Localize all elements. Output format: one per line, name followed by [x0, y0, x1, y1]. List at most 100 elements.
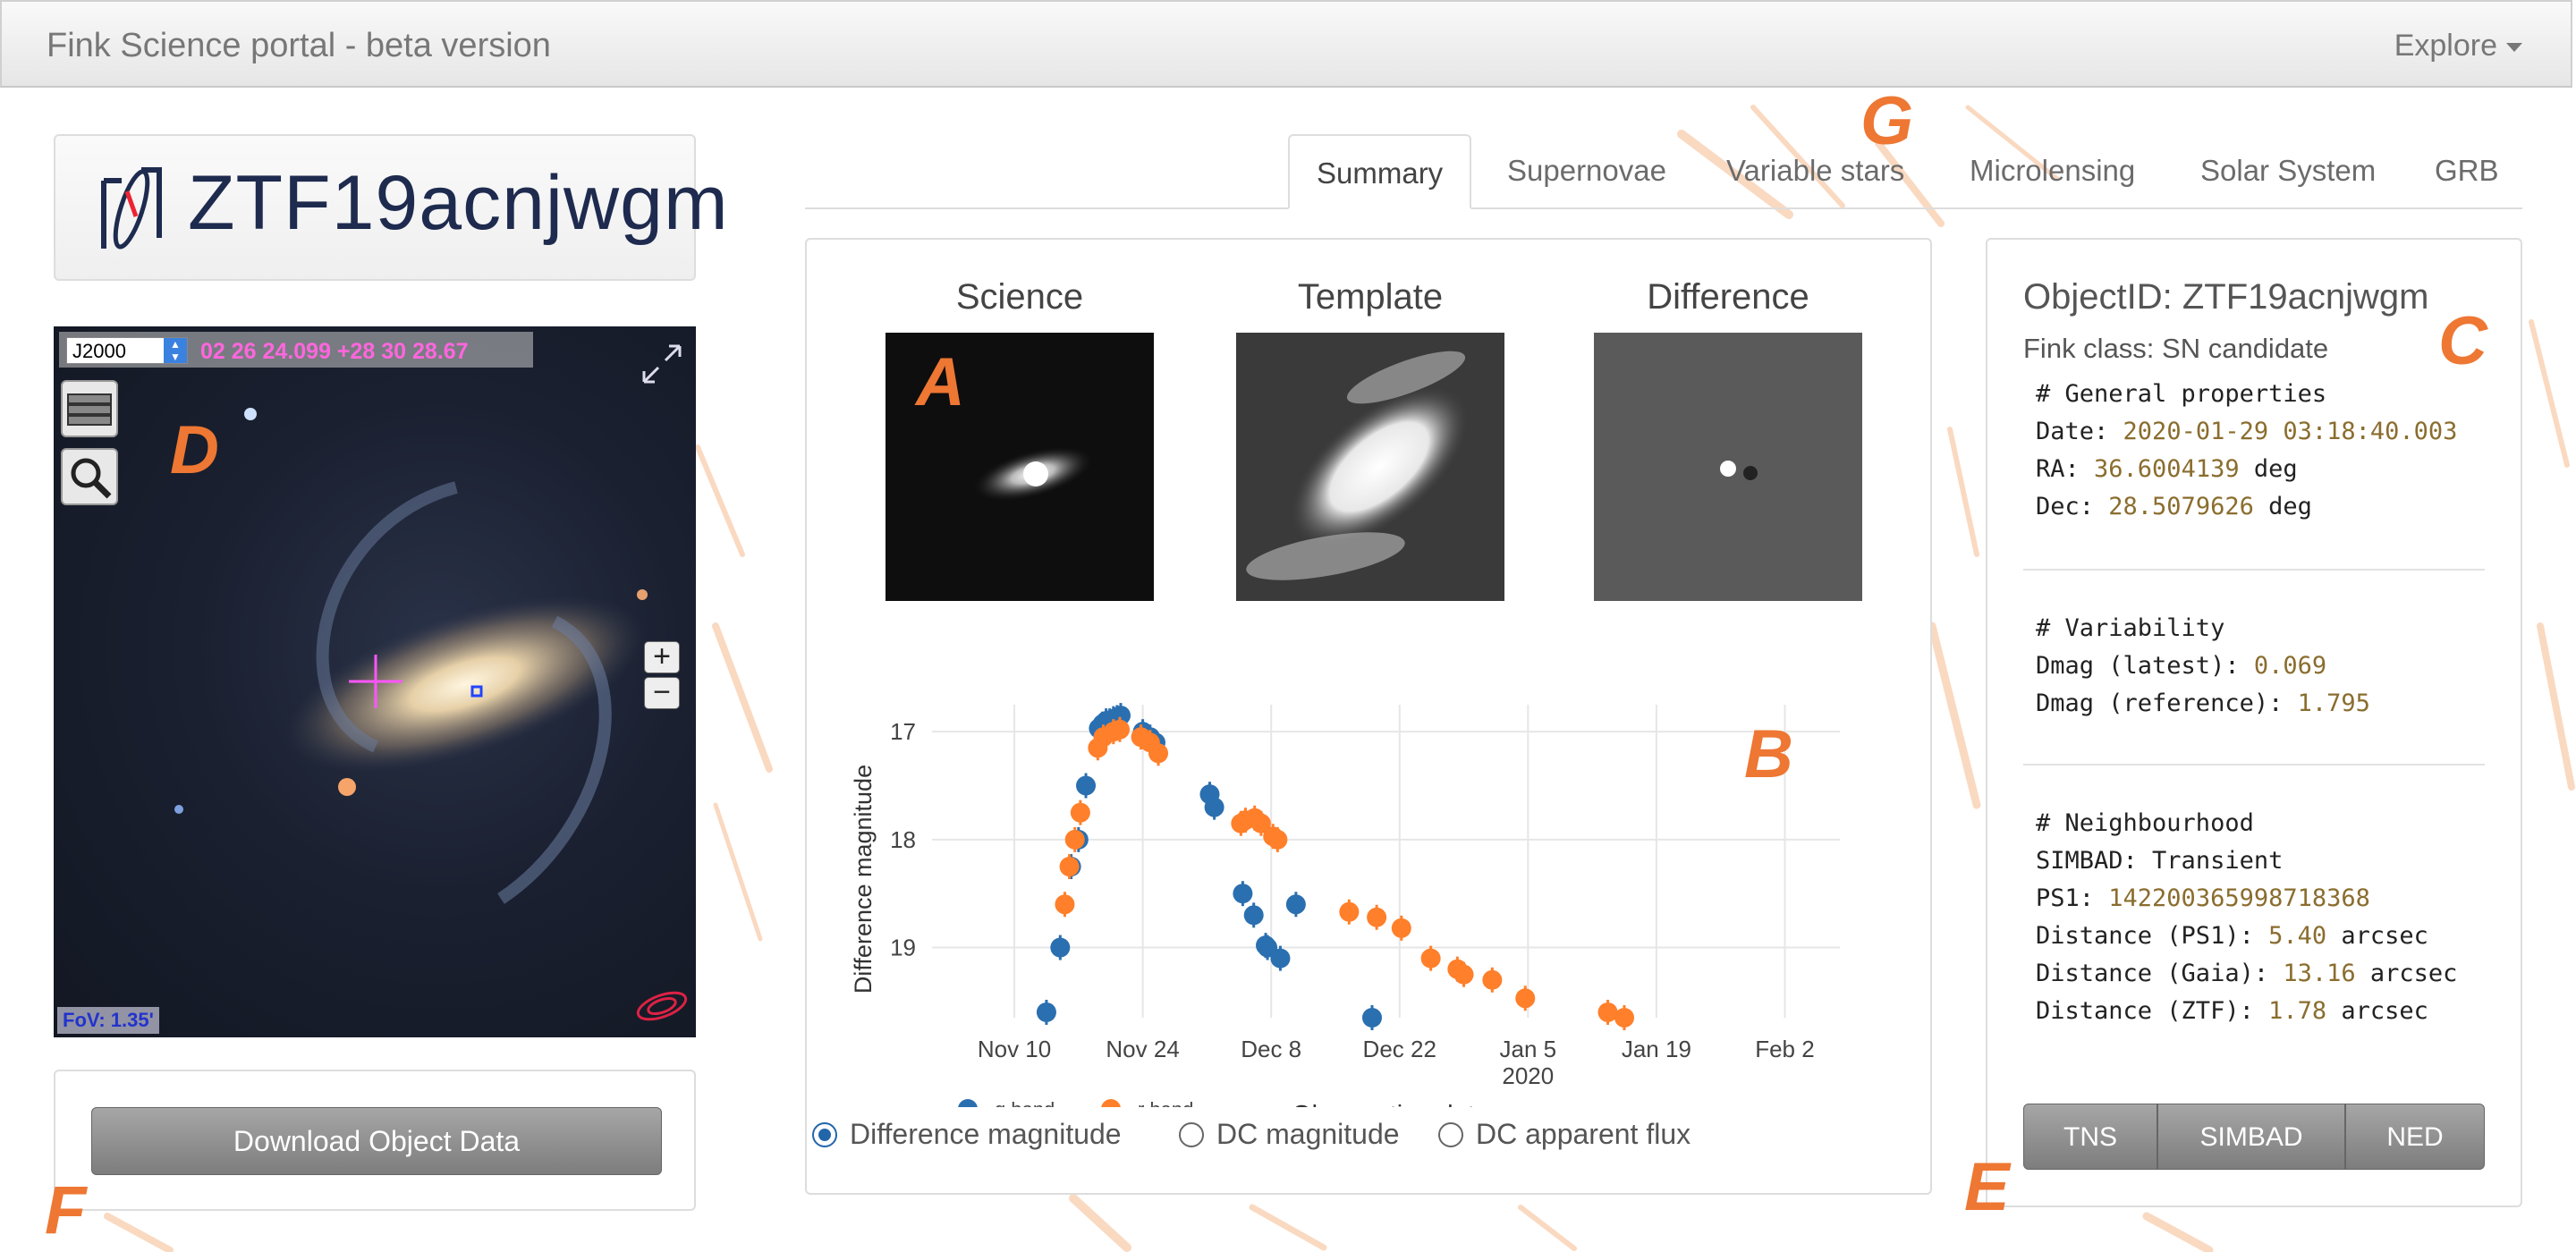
simbad-row: SIMBAD: Transient: [2036, 842, 2457, 880]
r-band-point: [1148, 743, 1169, 764]
distance-gaia-unit: arcsec: [2355, 960, 2458, 987]
tab-summary[interactable]: Summary: [1288, 134, 1472, 209]
x-axis-label: Observation date: [1292, 1101, 1489, 1107]
y-tick-label: 19: [890, 935, 916, 961]
ps1-key: PS1:: [2036, 884, 2109, 912]
object-id: ObjectID: ZTF19acnjwgm: [2023, 277, 2429, 317]
y-tick-label: 18: [890, 826, 916, 853]
brand-title[interactable]: Fink Science portal - beta version: [47, 27, 551, 64]
radio-dc-apparent-flux[interactable]: DC apparent flux: [1438, 1118, 1690, 1159]
tab-variable-stars[interactable]: Variable stars: [1726, 154, 1905, 187]
x-tick-label: Jan 19: [1622, 1036, 1691, 1062]
section-comment: # Neighbourhood: [2036, 809, 2254, 837]
external-links-button-group: TNS SIMBAD NED: [2023, 1104, 2485, 1170]
dmag-reference-row: Dmag (reference): 1.795: [2036, 685, 2370, 723]
r-band-point: [1367, 907, 1387, 927]
distance-ztf-key: Distance (ZTF):: [2036, 997, 2269, 1025]
science-label: Science: [955, 277, 1084, 317]
radio-difference-magnitude[interactable]: Difference magnitude: [812, 1118, 1122, 1159]
simbad-button[interactable]: SIMBAD: [2157, 1104, 2345, 1170]
g-band-point: [1036, 1002, 1056, 1022]
template-label: Template: [1297, 277, 1444, 317]
ps1-row: PS1: 142200365998718368: [2036, 880, 2457, 918]
simbad-key: SIMBAD:: [2036, 847, 2153, 875]
divider: [2023, 569, 2485, 571]
zoom-out-button[interactable]: −: [644, 677, 680, 709]
caret-down-icon: [2506, 43, 2522, 53]
radio-unchecked-icon: [1438, 1122, 1463, 1147]
r-band-point: [1515, 988, 1536, 1009]
date-row: Date: 2020-01-29 03:18:40.003: [2036, 413, 2457, 451]
tab-supernovae[interactable]: Supernovae: [1507, 154, 1666, 187]
y-tick-label: 17: [890, 718, 916, 745]
galaxy-image: [174, 408, 688, 1021]
r-band-point: [1267, 829, 1288, 850]
search-button[interactable]: [61, 448, 118, 505]
r-band-point: [1070, 802, 1090, 823]
x-tick-label: Dec 22: [1363, 1036, 1436, 1062]
ra-row: RA: 36.6004139 deg: [2036, 451, 2457, 488]
section-comment: # General properties: [2036, 380, 2327, 408]
radio-dc-magnitude[interactable]: DC magnitude: [1179, 1118, 1400, 1159]
distance-gaia-key: Distance (Gaia):: [2036, 960, 2284, 987]
r-band-point: [1109, 719, 1130, 740]
distance-ps1-unit: arcsec: [2326, 922, 2428, 950]
distance-gaia-value: 13.16: [2283, 960, 2356, 987]
dmag-latest-value: 0.069: [2253, 652, 2327, 680]
g-band-point: [1285, 894, 1306, 915]
fullscreen-icon[interactable]: [640, 343, 683, 385]
radio-label: DC apparent flux: [1476, 1118, 1691, 1150]
dmag-latest-row: Dmag (latest): 0.069: [2036, 647, 2370, 685]
distance-ps1-row: Distance (PS1): 5.40 arcsec: [2036, 918, 2457, 955]
legend-label: g band: [995, 1098, 1055, 1107]
explore-menu[interactable]: Explore: [2394, 29, 2522, 63]
g-band-point: [1111, 706, 1131, 726]
layers-icon: [67, 393, 112, 426]
fink-logo-icon: [101, 167, 162, 250]
annotation-f: F: [45, 1172, 87, 1248]
download-card: Download Object Data: [54, 1070, 696, 1211]
dec-value: 28.5079626: [2108, 493, 2254, 520]
aladin-sky-viewer[interactable]: J2000 ▲ ▼ 02 26 24.099 +28 30 28.67 + − Fo…: [54, 326, 696, 1037]
object-title-card: ZTF19acnjwgm: [54, 134, 728, 281]
template-cutout: [1236, 333, 1504, 601]
r-band-point: [1420, 948, 1441, 969]
r-band-point: [1250, 813, 1271, 833]
frame-select[interactable]: J2000 ▲ ▼: [66, 337, 188, 364]
coordinate-readout: 02 26 24.099 +28 30 28.67: [200, 339, 469, 364]
g-band-point: [1243, 905, 1264, 926]
tab-microlensing[interactable]: Microlensing: [1970, 154, 2136, 187]
tab-solar-system[interactable]: Solar System: [2200, 154, 2377, 187]
annotation-d: D: [170, 412, 219, 488]
g-band-point: [1258, 937, 1278, 958]
ned-button[interactable]: NED: [2345, 1104, 2485, 1170]
r-band-point: [1064, 829, 1085, 850]
navbar: Fink Science portal - beta version Explo…: [0, 0, 2572, 88]
zoom-in-button[interactable]: +: [644, 641, 680, 673]
r-band-point: [1453, 964, 1474, 985]
download-object-data-button[interactable]: Download Object Data: [91, 1107, 662, 1175]
x-tick-label: Dec 8: [1241, 1036, 1301, 1062]
search-icon: [71, 458, 112, 499]
legend-label: r band: [1138, 1098, 1193, 1107]
radio-label: DC magnitude: [1216, 1118, 1400, 1150]
layers-button[interactable]: [61, 380, 118, 437]
tab-grb[interactable]: GRB: [2435, 154, 2499, 187]
annotation-c: C: [2438, 303, 2487, 379]
r-band-point: [1597, 1002, 1618, 1022]
tns-button[interactable]: TNS: [2023, 1104, 2157, 1170]
section-comment: # Variability: [2036, 614, 2225, 642]
radio-checked-icon: [812, 1122, 837, 1147]
neighbourhood-section: # Neighbourhood SIMBAD: Transient PS1: 1…: [2036, 805, 2457, 1030]
r-band-point: [1339, 901, 1360, 922]
ra-value: 36.6004139: [2094, 455, 2240, 483]
date-value: 2020-01-29 03:18:40.003: [2123, 418, 2458, 445]
radio-label: Difference magnitude: [850, 1118, 1122, 1150]
dec-row: Dec: 28.5079626 deg: [2036, 488, 2457, 526]
summary-center-card: Science Template Difference Nov 10 Nov 24…: [805, 238, 1932, 1195]
g-band-point: [1233, 884, 1253, 904]
dmag-reference-key: Dmag (reference):: [2036, 689, 2298, 717]
variability-section: # Variability Dmag (latest): 0.069 Dmag …: [2036, 610, 2370, 723]
x-tick-label: Jan 5: [1500, 1036, 1557, 1062]
